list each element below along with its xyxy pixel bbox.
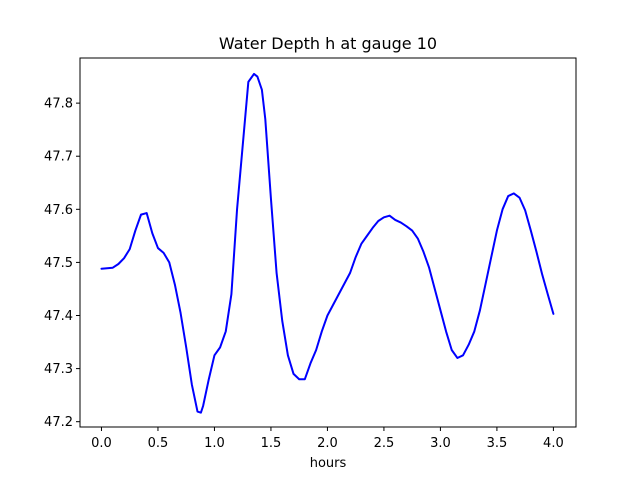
x-tick-label: 2.5 xyxy=(374,436,395,451)
x-tick-label: 0.5 xyxy=(148,436,169,451)
x-tick-label: 4.0 xyxy=(543,436,564,451)
series-layer xyxy=(100,72,555,414)
y-tick-label: 47.5 xyxy=(44,256,73,271)
y-tick-label: 47.2 xyxy=(44,415,73,430)
y-tick-label: 47.4 xyxy=(44,309,73,324)
x-tick-label: 0.0 xyxy=(91,436,112,451)
y-tick-label: 47.6 xyxy=(44,203,73,218)
y-tick-label: 47.7 xyxy=(44,150,73,165)
y-tick-label: 47.8 xyxy=(44,97,73,112)
x-tick-label: 1.0 xyxy=(204,436,225,451)
x-tick-label: 1.5 xyxy=(261,436,282,451)
x-tick-label: 2.0 xyxy=(317,436,338,451)
x-axis: 0.0 0.5 1.0 1.5 2.0 2.5 3.0 3.5 4.0 xyxy=(91,427,564,451)
y-axis: 47.2 47.3 47.4 47.5 47.6 47.7 47.8 xyxy=(44,97,80,430)
y-tick-label: 47.3 xyxy=(44,362,73,377)
x-axis-label: hours xyxy=(310,456,347,471)
chart-title: Water Depth h at gauge 10 xyxy=(219,34,437,53)
plot-area-frame xyxy=(79,57,577,428)
x-tick-label: 3.5 xyxy=(487,436,508,451)
x-tick-label: 3.0 xyxy=(430,436,451,451)
water-depth-line xyxy=(100,72,555,414)
